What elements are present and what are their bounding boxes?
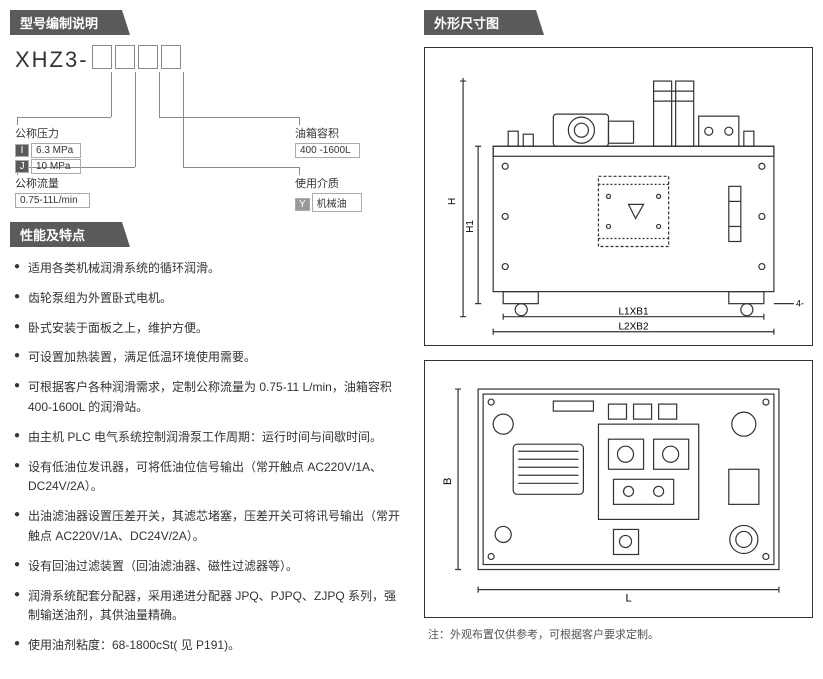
dim-label-l1b1: L1XB1 [619,307,650,318]
param-medium: 使用介质 Y机械油 [295,175,362,212]
param-medium-key: Y [295,198,310,211]
connector-line [159,72,160,117]
feature-item: 适用各类机械润滑系统的循环润滑。 [14,259,404,279]
param-pressure-val-1: 10 MPa [31,159,81,174]
param-tank-label: 油箱容积 [295,125,360,141]
dimensions-header: 外形尺寸图 [424,10,544,35]
feature-item: 卧式安装于面板之上，维护方便。 [14,319,404,339]
param-pressure-key-1: J [15,160,29,173]
param-pressure: 公称压力 I6.3 MPa J10 MPa [15,125,81,174]
connector-line [17,117,111,118]
param-flow-label: 公称流量 [15,175,90,191]
feature-item: 可设置加热装置，满足低温环境使用需要。 [14,348,404,368]
note-text: 注：外观布置仅供参考，可根据客户要求定制。 [424,626,813,642]
param-pressure-label: 公称压力 [15,125,81,141]
model-code-area: XHZ3- 公称压力 I6.3 MP [10,47,404,207]
feature-item: 齿轮泵组为外置卧式电机。 [14,289,404,309]
param-pressure-key-0: I [15,144,29,157]
feature-item: 由主机 PLC 电气系统控制润滑泵工作周期：运行时间与间歇时间。 [14,428,404,448]
param-medium-value: 机械油 [312,193,362,212]
model-header: 型号编制说明 [10,10,130,35]
connector-line [183,72,184,167]
connector-line [299,167,300,175]
connector-line [111,72,112,117]
features-list: 适用各类机械润滑系统的循环润滑。 齿轮泵组为外置卧式电机。 卧式安装于面板之上，… [10,259,404,656]
dimension-diagram-top: B L [424,360,813,619]
model-box-3 [138,45,158,69]
dim-label-l: L [625,592,631,604]
dim-label-4k: 4-K [796,299,804,309]
model-box-1 [92,45,112,69]
feature-item: 使用油剂粘度：68-1800cSt( 见 P191)。 [14,636,404,656]
model-code-prefix: XHZ3- [15,47,181,73]
dimension-diagram-front: H H1 L1XB1 L2XB2 4-K [424,47,813,346]
model-box-4 [161,45,181,69]
feature-item: 润滑系统配套分配器，采用递进分配器 JPQ、PJPQ、ZJPQ 系列，强制输送油… [14,587,404,627]
features-header: 性能及特点 [10,222,130,247]
dim-label-l2b2: L2XB2 [619,322,650,333]
model-separator: - [79,47,88,72]
param-pressure-val-0: 6.3 MPa [31,143,81,158]
connector-line [299,117,300,125]
feature-item: 设有回油过滤装置（回油滤油器、磁性过滤器等）。 [14,557,404,577]
connector-line [159,117,299,118]
param-tank: 油箱容积 400 -1600L [295,125,360,158]
connector-line [135,72,136,167]
model-prefix-text: XHZ3 [15,47,79,72]
connector-line [17,117,18,125]
connector-line [183,167,299,168]
front-view-svg: H H1 L1XB1 L2XB2 4-K [433,56,804,337]
top-view-svg: B L [433,369,804,610]
param-flow: 公称流量 0.75-11L/min [15,175,90,208]
dim-label-b: B [442,477,454,484]
param-flow-value: 0.75-11L/min [15,193,90,208]
param-tank-value: 400 -1600L [295,143,360,158]
feature-item: 出油滤油器设置压差开关，其滤芯堵塞，压差开关可将讯号输出（常开触点 AC220V… [14,507,404,547]
feature-item: 设有低油位发讯器，可将低油位信号输出（常开触点 AC220V/1A、DC24V/… [14,458,404,498]
dim-label-h: H [447,198,458,205]
model-box-2 [115,45,135,69]
feature-item: 可根据客户各种润滑需求，定制公称流量为 0.75-11 L/min，油箱容积 4… [14,378,404,418]
dim-label-h1: H1 [465,220,476,233]
param-medium-label: 使用介质 [295,175,362,191]
